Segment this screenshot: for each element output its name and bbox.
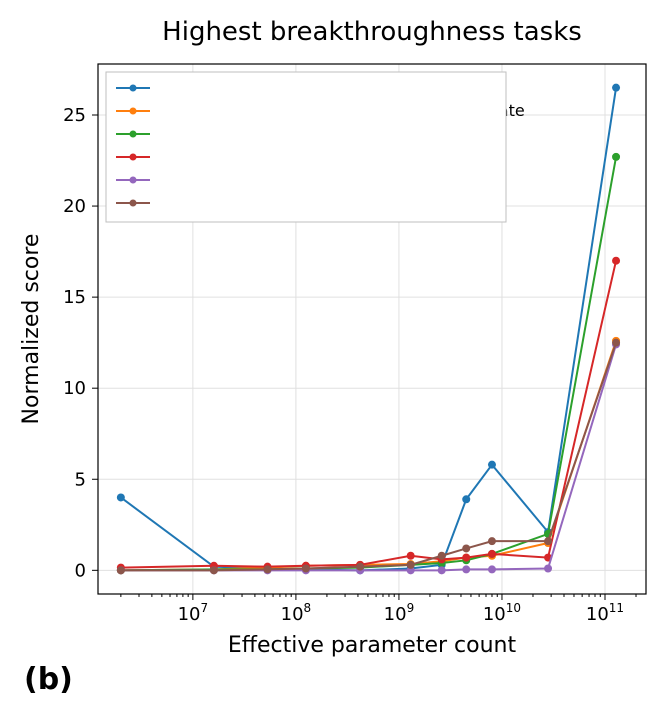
series-marker	[612, 257, 620, 265]
x-axis-label: Effective parameter count	[228, 633, 517, 658]
svg-text:0: 0	[75, 560, 86, 581]
series-marker	[117, 493, 125, 501]
series-marker	[210, 566, 218, 574]
svg-text:20: 20	[63, 196, 86, 217]
legend	[106, 72, 506, 222]
series-marker	[462, 495, 470, 503]
series-marker	[302, 565, 310, 573]
series-marker	[438, 552, 446, 560]
series-marker	[488, 565, 496, 573]
series-marker	[612, 84, 620, 92]
svg-text:25: 25	[63, 105, 86, 126]
series-marker	[488, 537, 496, 545]
chart-title: Highest breakthroughness tasks	[162, 17, 582, 47]
y-axis-label: Normalized score	[19, 234, 44, 425]
series-marker	[263, 565, 271, 573]
series-marker	[488, 550, 496, 558]
svg-text:10: 10	[63, 378, 86, 399]
series-marker	[462, 544, 470, 552]
svg-text:15: 15	[63, 287, 86, 308]
series-marker	[488, 461, 496, 469]
svg-text:5: 5	[75, 469, 86, 490]
panel-label: (b)	[24, 662, 73, 697]
series-marker	[544, 537, 552, 545]
series-marker	[612, 339, 620, 347]
series-marker	[612, 153, 620, 161]
series-marker	[462, 554, 470, 562]
series-marker	[117, 566, 125, 574]
series-marker	[407, 552, 415, 560]
series-marker	[462, 565, 470, 573]
chart-svg: 051015202510710810910101011Effective par…	[0, 0, 670, 707]
series-marker	[356, 563, 364, 571]
series-marker	[407, 561, 415, 569]
series-marker	[544, 565, 552, 573]
series-marker	[438, 566, 446, 574]
